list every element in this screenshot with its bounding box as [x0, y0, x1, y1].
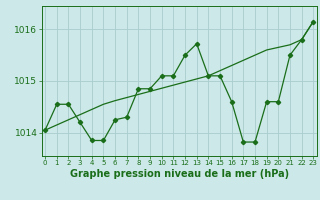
X-axis label: Graphe pression niveau de la mer (hPa): Graphe pression niveau de la mer (hPa) [70, 169, 289, 179]
